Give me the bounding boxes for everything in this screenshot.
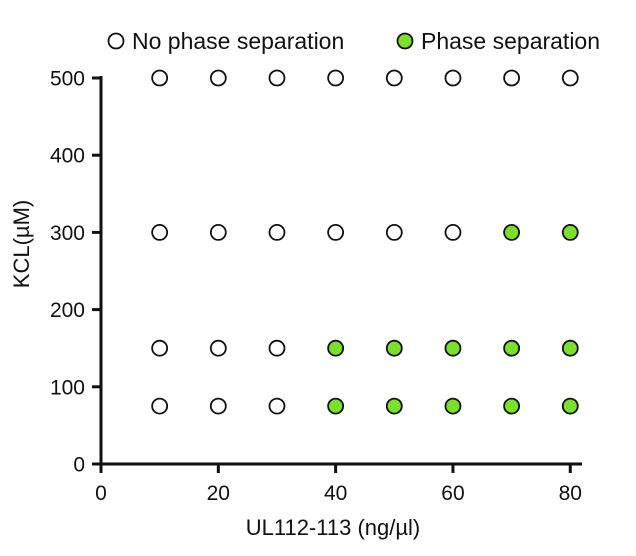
x-tick-label: 40 [324, 482, 347, 505]
legend-marker [396, 32, 414, 50]
x-tick-label: 80 [559, 482, 582, 505]
x-axis-title: UL112-113 (ng/µl) [246, 515, 421, 540]
data-point [209, 397, 227, 415]
legend-label: Phase separation [421, 28, 600, 54]
data-point [268, 69, 286, 87]
data-point [385, 397, 403, 415]
data-point [268, 339, 286, 357]
data-point [151, 397, 169, 415]
y-tick-label: 0 [73, 454, 85, 477]
data-points [151, 69, 579, 415]
series-phase-separation [327, 223, 579, 415]
data-point [327, 223, 345, 241]
data-point [444, 223, 462, 241]
data-point [151, 339, 169, 357]
data-point [327, 69, 345, 87]
data-point [503, 223, 521, 241]
data-point [209, 223, 227, 241]
data-point [561, 223, 579, 241]
data-point [327, 397, 345, 415]
data-point [151, 69, 169, 87]
x-tick-label: 60 [441, 482, 464, 505]
data-point [209, 69, 227, 87]
x-tick-label: 0 [95, 482, 107, 505]
data-point [151, 223, 169, 241]
axes: 0 100 200 300 400 500 0 20 40 60 80 [50, 68, 582, 505]
data-point [561, 397, 579, 415]
data-point [503, 397, 521, 415]
y-axis-title: KCL(µM) [9, 200, 34, 288]
legend-marker [107, 32, 125, 50]
legend: No phase separation Phase separation [107, 28, 600, 54]
data-point [561, 339, 579, 357]
data-point [444, 339, 462, 357]
data-point [268, 223, 286, 241]
y-tick-label: 500 [50, 68, 85, 91]
series-no-phase-separation [151, 69, 579, 415]
data-point [385, 69, 403, 87]
y-tick-label: 100 [50, 376, 85, 399]
data-point [444, 69, 462, 87]
data-point [503, 69, 521, 87]
data-point [268, 397, 286, 415]
data-point [503, 339, 521, 357]
data-point [385, 339, 403, 357]
y-tick-label: 300 [50, 222, 85, 245]
data-point [385, 223, 403, 241]
data-point [209, 339, 227, 357]
data-point [561, 69, 579, 87]
y-tick-label: 400 [50, 145, 85, 168]
data-point [327, 339, 345, 357]
legend-label: No phase separation [132, 28, 344, 54]
x-tick-label: 20 [207, 482, 230, 505]
y-tick-label: 200 [50, 299, 85, 322]
data-point [444, 397, 462, 415]
